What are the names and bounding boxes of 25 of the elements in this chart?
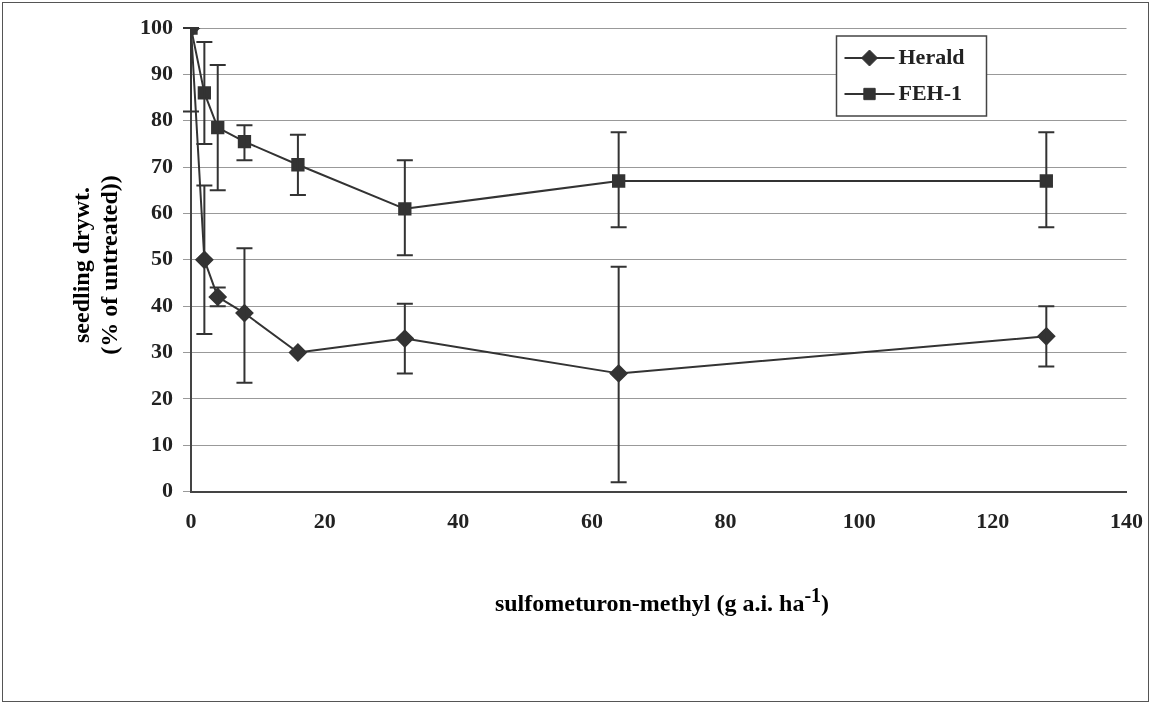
x-tick-label: 100 — [842, 508, 876, 534]
point — [288, 343, 307, 362]
y-tick-label: 90 — [151, 60, 173, 86]
y-tick-label: 80 — [151, 106, 173, 132]
x-tick-label: 20 — [313, 508, 336, 534]
y-tick-label: 20 — [151, 384, 173, 410]
x-tick-label: 140 — [1110, 508, 1143, 534]
y-tick-label: 0 — [162, 477, 173, 503]
legend-label: Herald — [898, 43, 965, 69]
y-tick-label: 10 — [151, 430, 173, 456]
x-tick-label: 60 — [580, 508, 603, 534]
legend-label: FEH-1 — [898, 79, 963, 105]
y-tick-label: 40 — [151, 291, 173, 317]
y-tick-label: 60 — [151, 199, 173, 225]
y-tick-label: 30 — [151, 338, 173, 364]
y-tick-label: 100 — [140, 13, 173, 39]
x-tick-label: 40 — [447, 508, 470, 534]
x-tick-label: 120 — [976, 508, 1010, 534]
point — [291, 158, 305, 172]
y-axis-title: seedling drywt. (% of untreated)) — [67, 175, 123, 355]
y-tick-label: 50 — [151, 245, 173, 271]
y-tick-label: 70 — [151, 152, 173, 178]
x-tick-label: 0 — [185, 508, 197, 534]
x-axis-title: sulfometuron-methyl (g a.i. ha$^{-1}$) — [494, 583, 830, 617]
x-tick-label: 80 — [714, 508, 737, 534]
